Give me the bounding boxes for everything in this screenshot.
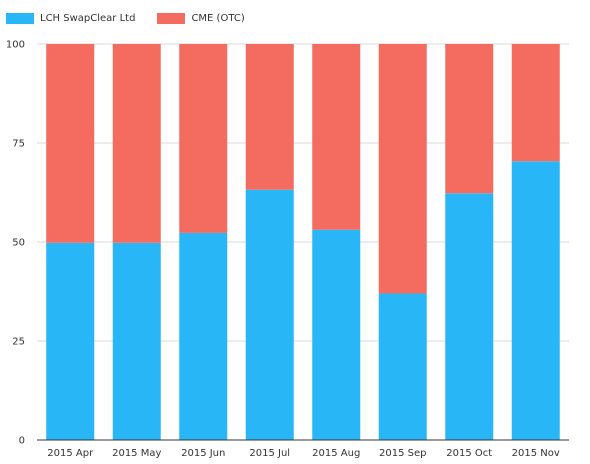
y-tick-label-100: 100 <box>6 40 25 51</box>
bar-lch-2015-aug[interactable] <box>312 229 361 440</box>
x-tick-label-2015-oct: 2015 Oct <box>446 448 492 459</box>
bar-cme-2015-may[interactable] <box>112 44 161 243</box>
x-tick-label-2015-jun: 2015 Jun <box>181 448 225 459</box>
bar-lch-2015-sep[interactable] <box>378 293 427 440</box>
legend-item-lch[interactable]: LCH SwapClear Ltd <box>6 12 136 24</box>
y-tick-label-25: 25 <box>12 337 25 348</box>
bar-cme-2015-jul[interactable] <box>245 44 294 190</box>
legend-swatch-cme <box>157 12 186 24</box>
bar-cme-2015-apr[interactable] <box>46 44 95 243</box>
bar-cme-2015-oct[interactable] <box>445 44 494 194</box>
y-tick-label-50: 50 <box>12 238 25 249</box>
bar-cme-2015-sep[interactable] <box>378 44 427 294</box>
legend-swatch-lch <box>6 12 34 24</box>
bar-lch-2015-nov[interactable] <box>511 161 560 440</box>
bars <box>46 44 560 440</box>
bar-cme-2015-aug[interactable] <box>312 44 361 230</box>
x-tick-label-2015-apr: 2015 Apr <box>47 448 94 459</box>
x-tick-label-2015-nov: 2015 Nov <box>512 448 560 459</box>
bar-cme-2015-jun[interactable] <box>179 44 228 233</box>
bar-lch-2015-apr[interactable] <box>46 242 95 440</box>
y-tick-label-0: 0 <box>19 436 25 447</box>
bar-lch-2015-oct[interactable] <box>445 193 494 440</box>
x-tick-label-2015-jul: 2015 Jul <box>249 448 290 459</box>
bar-lch-2015-jul[interactable] <box>245 189 294 440</box>
bar-lch-2015-may[interactable] <box>112 242 161 440</box>
chart-legend: LCH SwapClear Ltd CME (OTC) <box>6 10 267 26</box>
legend-item-cme[interactable]: CME (OTC) <box>157 12 245 24</box>
x-tick-label-2015-aug: 2015 Aug <box>312 448 360 459</box>
legend-label-cme: CME (OTC) <box>191 12 245 24</box>
bar-lch-2015-jun[interactable] <box>179 232 228 440</box>
x-tick-label-2015-sep: 2015 Sep <box>379 448 426 459</box>
y-tick-label-75: 75 <box>12 139 25 150</box>
axes: 0 25 50 75 100 2015 Apr 2015 May 2015 Jun 2015 J… <box>6 40 569 459</box>
x-tick-label-2015-may: 2015 May <box>112 448 161 459</box>
bar-cme-2015-nov[interactable] <box>511 44 560 162</box>
legend-label-lch: LCH SwapClear Ltd <box>40 12 136 24</box>
